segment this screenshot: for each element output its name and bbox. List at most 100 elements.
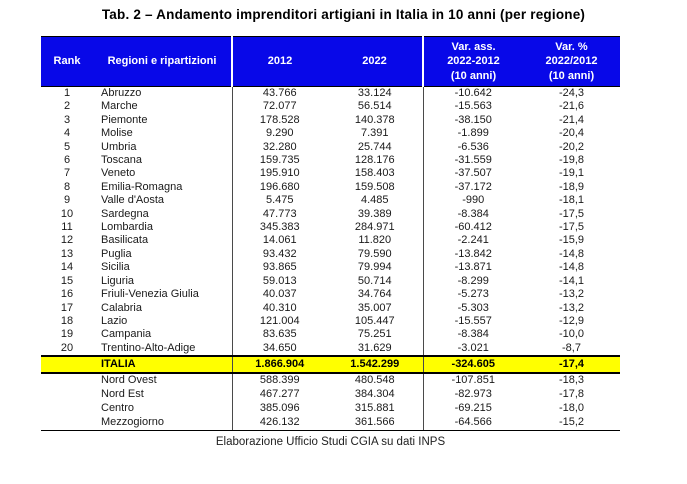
value-2022-cell: 361.566 (327, 415, 423, 431)
region-row: 8 Emilia-Romagna 196.680 159.508 -37.172 -18,… (41, 180, 620, 195)
region-cell: Toscana (101, 154, 142, 167)
column-header-5: Var. % 2022/2012 (10 anni) (523, 36, 620, 87)
var-pct-cell: -21,4 (558, 113, 585, 126)
region-cell: Friuli-Venezia Giulia (101, 288, 199, 301)
value-2012-cell: 32.280 (231, 140, 327, 155)
value-2022-cell: 34.764 (357, 288, 392, 301)
table-title: Tab. 2 – Andamento imprenditori artigian… (101, 7, 586, 22)
rank-cell: 7 (63, 167, 71, 180)
rank-cell: 1 (63, 87, 71, 99)
rank-cell (41, 415, 93, 431)
column-header-3: 2022 (327, 36, 423, 87)
var-ass-cell: -38.150 (422, 113, 523, 128)
region-cell: Molise (101, 127, 133, 140)
rank-cell: 16 (60, 288, 74, 301)
value-2012-cell: 467.277 (231, 388, 327, 402)
region-cell: ITALIA (93, 355, 232, 375)
var-ass-cell: -64.566 (422, 415, 523, 431)
var-ass-cell: -324.605 (422, 355, 523, 375)
rank-cell: 9 (63, 194, 71, 207)
value-2022-cell: 25.744 (357, 140, 392, 153)
value-2022-cell: 31.629 (357, 341, 392, 354)
region-row: 18 Lazio 121.004 105.447 -15.557 -12,9 (41, 314, 620, 329)
region-row: 12 Basilicata 14.061 11.820 -2.241 -15,9 (41, 234, 620, 248)
rank-cell: 3 (63, 113, 71, 126)
var-ass-cell: -10.642 (422, 86, 523, 101)
rank-cell: 19 (60, 328, 74, 341)
region-row: 9 Valle d'Aosta 5.475 4.485 -990 -18,1 (41, 194, 620, 208)
region-row: 19 Campania 83.635 75.251 -8.384 -10,0 (41, 328, 620, 342)
region-cell: Puglia (101, 247, 132, 260)
region-cell: Lombardia (101, 221, 153, 234)
value-2012-cell: 385.096 (231, 401, 327, 416)
var-ass-cell: -8.384 (422, 207, 523, 222)
value-2012-cell: 9.290 (231, 127, 327, 141)
region-row: 17 Calabria 40.310 35.007 -5.303 -13,2 (41, 301, 620, 315)
value-2012-cell: 196.680 (231, 180, 327, 195)
region-row: 15 Liguria 59.013 50.714 -8.299 -14,1 (41, 274, 620, 289)
rank-cell: 11 (61, 221, 73, 234)
region-cell: Campania (101, 328, 152, 341)
area-row: Nord Est 467.277 384.304 -82.973 -17,8 (41, 388, 620, 402)
region-cell: Marche (101, 100, 138, 113)
value-2022-cell: 35.007 (357, 301, 392, 314)
value-2012-cell: 40.037 (231, 288, 327, 302)
var-pct-cell: -20,4 (558, 127, 585, 140)
value-2012-cell: 159.735 (231, 154, 327, 168)
var-ass-cell: -8.384 (422, 328, 523, 342)
rank-cell: 6 (63, 154, 71, 167)
rank-cell: 8 (63, 180, 71, 193)
value-2022-cell: 159.508 (354, 180, 395, 193)
region-cell: Liguria (101, 274, 135, 287)
value-2022-cell: 105.447 (354, 314, 395, 327)
var-ass-cell: -15.557 (422, 314, 523, 329)
table-body: 1 Abruzzo 43.766 33.124 -10.642 -24,3 2 Marche 7… (41, 86, 620, 431)
region-row: 5 Umbria 32.280 25.744 -6.536 -20,2 (41, 140, 620, 155)
region-row: 7 Veneto 195.910 158.403 -37.507 -19,1 (41, 167, 620, 181)
var-ass-cell: -31.559 (422, 154, 523, 168)
region-cell: Emilia-Romagna (101, 180, 183, 193)
var-pct-cell: -8,7 (562, 341, 581, 354)
value-2022-cell: 128.176 (354, 154, 395, 167)
rank-cell: 13 (60, 247, 74, 260)
var-pct-cell: -18,3 (558, 374, 585, 387)
var-ass-cell: -8.299 (422, 274, 523, 289)
value-2012-cell: 14.061 (231, 234, 327, 248)
var-pct-cell: -17,8 (558, 388, 585, 401)
var-ass-cell: -5.303 (422, 301, 523, 315)
area-row: Mezzogiorno 426.132 361.566 -64.566 -15,2 (41, 415, 620, 431)
var-pct-cell: -14,1 (558, 274, 585, 287)
value-2012-cell: 93.432 (231, 247, 327, 262)
value-2022-cell: 384.304 (354, 388, 395, 401)
value-2012-cell: 34.650 (231, 341, 327, 357)
rank-cell: 14 (60, 261, 74, 274)
value-2022-cell: 79.590 (357, 247, 392, 260)
region-row: 4 Molise 9.290 7.391 -1.899 -20,4 (41, 127, 620, 141)
value-2012-cell: 345.383 (231, 221, 327, 235)
region-cell: Sicilia (101, 261, 130, 274)
var-pct-cell: -18,9 (558, 180, 585, 193)
value-2022-cell: 7.391 (360, 127, 389, 140)
var-pct-cell: -15,2 (523, 415, 620, 431)
value-2012-cell: 195.910 (231, 167, 327, 181)
var-pct-cell: -21,6 (558, 100, 585, 113)
var-pct-cell: -15,9 (558, 234, 585, 247)
region-cell: Valle d'Aosta (101, 194, 165, 207)
rank-cell (41, 355, 93, 375)
var-pct-cell: -19,8 (558, 154, 585, 167)
value-2012-cell: 59.013 (231, 274, 327, 289)
value-2012-cell: 72.077 (231, 100, 327, 114)
region-cell: Centro (101, 401, 135, 414)
var-pct-cell: -14,8 (558, 247, 585, 260)
var-ass-cell: -107.851 (422, 373, 523, 389)
value-2022-cell: 480.548 (354, 374, 395, 387)
var-pct-cell: -17,5 (558, 221, 585, 234)
region-cell: Piemonte (101, 113, 148, 126)
value-2022-cell: 158.403 (354, 167, 395, 180)
table-header: Rank Regioni e ripartizioni 2012 2022 Var. a… (41, 36, 620, 87)
var-ass-cell: -990 (422, 194, 523, 208)
value-2012-cell: 121.004 (231, 314, 327, 329)
value-2022-cell: 75.251 (357, 328, 392, 341)
region-cell: Umbria (101, 140, 137, 153)
region-row: 3 Piemonte 178.528 140.378 -38.150 -21,4 (41, 113, 620, 128)
